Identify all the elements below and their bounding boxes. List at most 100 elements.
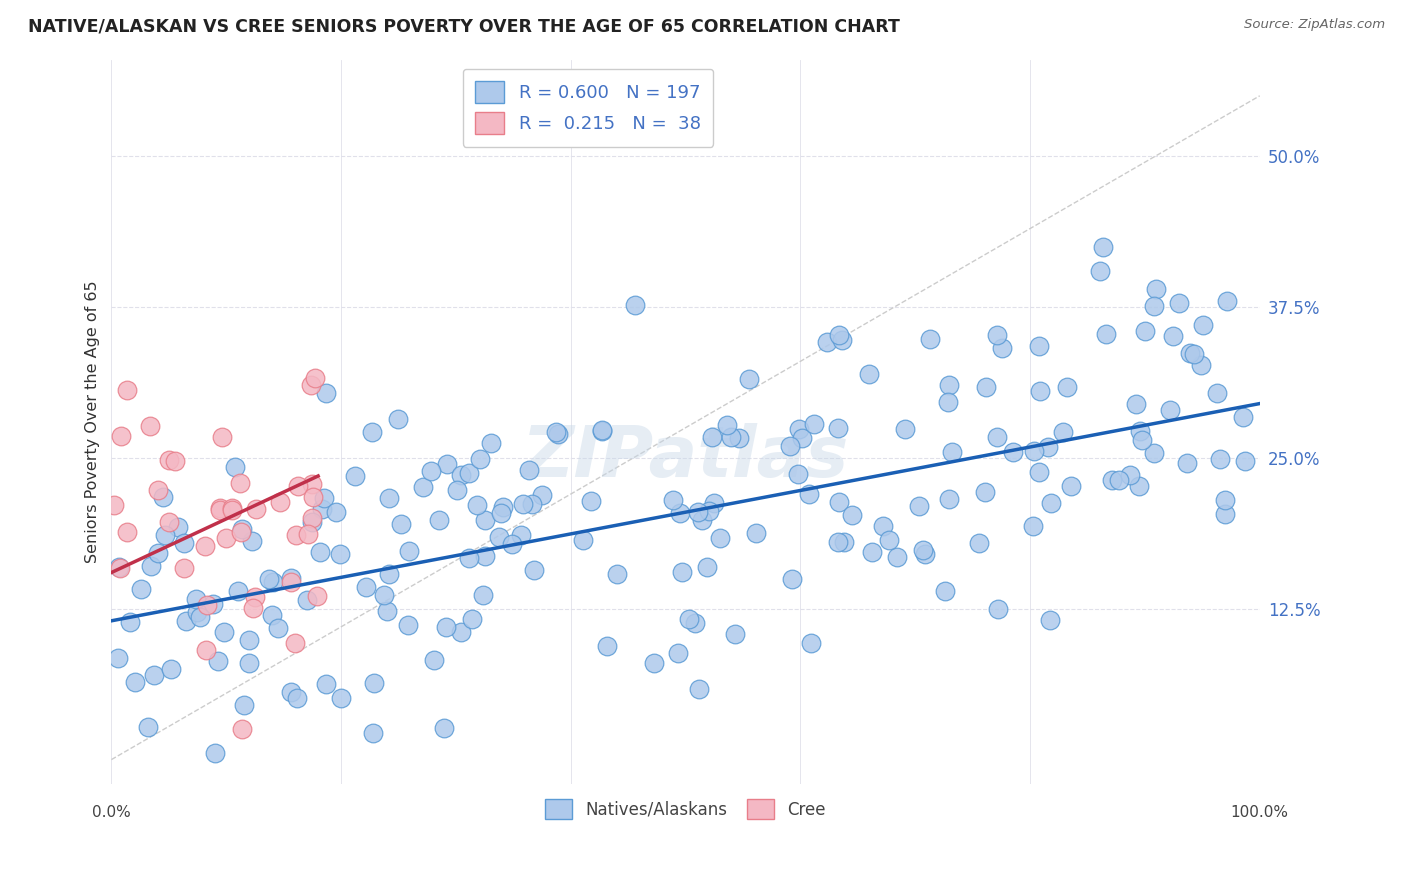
Point: [479, 436, 502, 450]
Point: [301, 477, 323, 491]
Point: [841, 508, 863, 522]
Point: [167, 519, 190, 533]
Point: [1059, 479, 1081, 493]
Point: [228, 476, 250, 491]
Point: [311, 502, 333, 516]
Point: [1091, 240, 1114, 254]
Point: [678, 612, 700, 626]
Point: [142, 668, 165, 682]
Point: [186, 591, 208, 606]
Point: [262, 574, 284, 589]
Point: [329, 691, 352, 706]
Point: [986, 327, 1008, 342]
Point: [124, 675, 146, 690]
Point: [301, 515, 323, 529]
Point: [146, 483, 169, 497]
Point: [461, 612, 484, 626]
Point: [285, 690, 308, 705]
Text: 0.0%: 0.0%: [91, 805, 131, 821]
Text: ZIPatlas: ZIPatlas: [522, 424, 849, 492]
Point: [301, 490, 323, 504]
Point: [194, 539, 217, 553]
Point: [815, 335, 838, 350]
Point: [914, 547, 936, 561]
Point: [1095, 326, 1118, 341]
Point: [312, 491, 335, 506]
Point: [1021, 519, 1043, 533]
Point: [872, 519, 894, 533]
Point: [488, 530, 510, 544]
Point: [571, 533, 593, 548]
Point: [474, 513, 496, 527]
Point: [1036, 440, 1059, 454]
Point: [457, 551, 479, 566]
Point: [468, 451, 491, 466]
Point: [745, 525, 768, 540]
Point: [517, 463, 540, 477]
Point: [1024, 444, 1046, 458]
Point: [1161, 328, 1184, 343]
Point: [662, 493, 685, 508]
Point: [208, 503, 231, 517]
Point: [204, 746, 226, 760]
Point: [1144, 282, 1167, 296]
Point: [716, 417, 738, 432]
Point: [297, 526, 319, 541]
Point: [152, 491, 174, 505]
Point: [412, 480, 434, 494]
Point: [110, 429, 132, 443]
Point: [1129, 425, 1152, 439]
Point: [668, 646, 690, 660]
Point: [1180, 346, 1202, 360]
Point: [195, 598, 218, 612]
Text: 100.0%: 100.0%: [1230, 805, 1289, 821]
Point: [1039, 496, 1062, 510]
Point: [231, 522, 253, 536]
Point: [242, 600, 264, 615]
Point: [207, 654, 229, 668]
Point: [304, 371, 326, 385]
Point: [530, 488, 553, 502]
Point: [987, 602, 1010, 616]
Point: [986, 430, 1008, 444]
Point: [787, 467, 810, 482]
Point: [579, 494, 602, 508]
Point: [523, 563, 546, 577]
Point: [700, 430, 723, 444]
Point: [1192, 318, 1215, 332]
Point: [117, 384, 139, 398]
Point: [800, 636, 823, 650]
Point: [803, 417, 825, 431]
Point: [697, 504, 720, 518]
Point: [315, 385, 337, 400]
Point: [688, 681, 710, 696]
Point: [624, 297, 647, 311]
Point: [233, 698, 256, 712]
Point: [912, 542, 935, 557]
Point: [907, 499, 929, 513]
Point: [591, 423, 613, 437]
Point: [1216, 294, 1239, 309]
Point: [301, 510, 323, 524]
Point: [1125, 397, 1147, 411]
Point: [267, 621, 290, 635]
Point: [110, 560, 132, 574]
Point: [115, 524, 138, 539]
Point: [858, 368, 880, 382]
Point: [259, 572, 281, 586]
Point: [420, 464, 443, 478]
Point: [990, 342, 1012, 356]
Point: [643, 656, 665, 670]
Point: [1039, 613, 1062, 627]
Point: [458, 466, 481, 480]
Point: [212, 625, 235, 640]
Point: [547, 426, 569, 441]
Point: [450, 625, 472, 640]
Point: [139, 418, 162, 433]
Point: [471, 588, 494, 602]
Point: [427, 513, 450, 527]
Point: [974, 485, 997, 500]
Point: [1159, 403, 1181, 417]
Point: [1028, 339, 1050, 353]
Point: [129, 582, 152, 596]
